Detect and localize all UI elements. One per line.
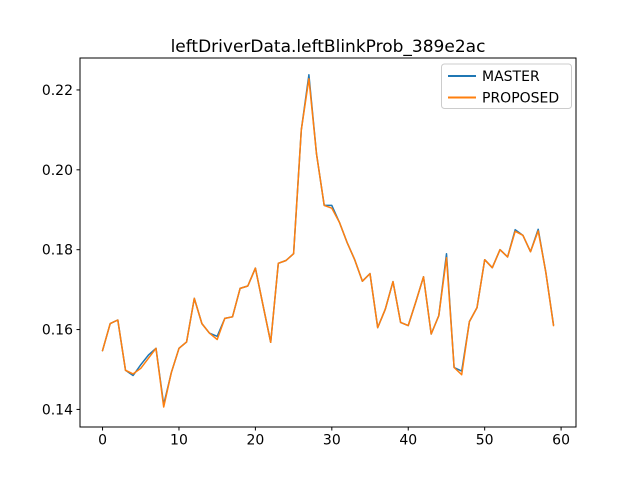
plot-area [80,58,576,427]
y-tick-label: 0.14 [42,402,73,418]
line-series-proposed [101,78,555,408]
x-tick-label: 40 [399,433,417,449]
legend: MASTER PROPOSED [441,63,572,109]
y-tick-label: 0.22 [42,83,73,99]
chart-title: leftDriverData.leftBlinkProb_389e2ac [171,37,486,57]
legend-label-master: MASTER [482,69,540,85]
x-tick-label: 0 [98,433,107,449]
y-tick-label: 0.16 [42,323,73,339]
y-tick-label: 0.20 [42,163,73,179]
x-tick-label: 10 [170,433,188,449]
x-tick-label: 50 [476,433,494,449]
x-axis-ticks: 0 10 20 30 40 50 60 [98,427,570,449]
x-tick-label: 60 [552,433,570,449]
y-tick-label: 0.18 [42,243,73,259]
x-tick-label: 30 [323,433,341,449]
legend-label-proposed: PROPOSED [482,91,559,107]
x-tick-label: 20 [246,433,264,449]
axes-frame [79,57,577,428]
y-axis-ticks: 0.14 0.16 0.18 0.20 0.22 [42,83,80,418]
